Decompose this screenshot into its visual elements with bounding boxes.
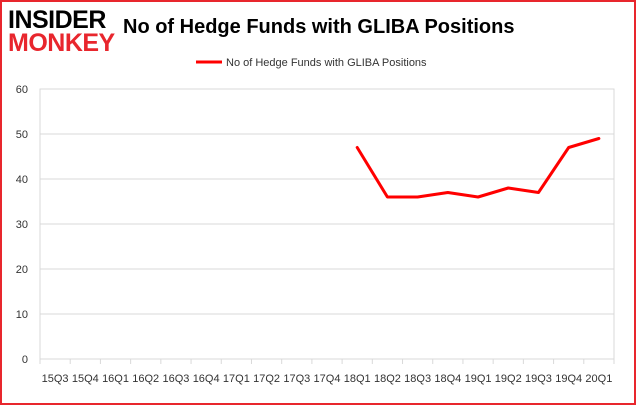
x-tick-label: 15Q3 [42,373,69,385]
legend-label: No of Hedge Funds with GLIBA Positions [226,57,427,69]
x-tick-label: 18Q1 [344,373,371,385]
y-tick-label: 10 [16,309,28,321]
x-tick-label: 18Q3 [404,373,431,385]
x-tick-label: 17Q4 [314,373,341,385]
chart-title: No of Hedge Funds with GLIBA Positions [123,16,514,38]
x-tick-label: 15Q4 [72,373,99,385]
x-tick-label: 16Q1 [102,373,129,385]
logo-bottom-text: MONKEY [8,29,116,57]
y-tick-label: 50 [16,129,28,141]
y-tick-label: 0 [22,354,28,366]
x-tick-label: 18Q2 [374,373,401,385]
x-tick-label: 17Q3 [283,373,310,385]
x-tick-label: 16Q4 [193,373,220,385]
y-tick-label: 30 [16,219,28,231]
x-tick-label: 16Q2 [132,373,159,385]
x-tick-label: 17Q2 [253,373,280,385]
insider-monkey-logo: INSIDER MONKEY [8,6,116,57]
x-tick-label: 19Q4 [555,373,582,385]
y-tick-label: 60 [16,84,28,96]
legend: No of Hedge Funds with GLIBA Positions [196,57,427,69]
x-tick-label: 19Q2 [495,373,522,385]
y-tick-label: 40 [16,174,28,186]
plot-border [39,88,615,360]
logo-top-text: INSIDER [8,6,106,34]
x-tick-label: 18Q4 [434,373,461,385]
x-tick-label: 17Q1 [223,373,250,385]
x-tick-label: 19Q3 [525,373,552,385]
x-tick-label: 16Q3 [162,373,189,385]
x-tick-label: 19Q1 [465,373,492,385]
x-tick-label: 20Q1 [585,373,612,385]
y-tick-label: 20 [16,264,28,276]
